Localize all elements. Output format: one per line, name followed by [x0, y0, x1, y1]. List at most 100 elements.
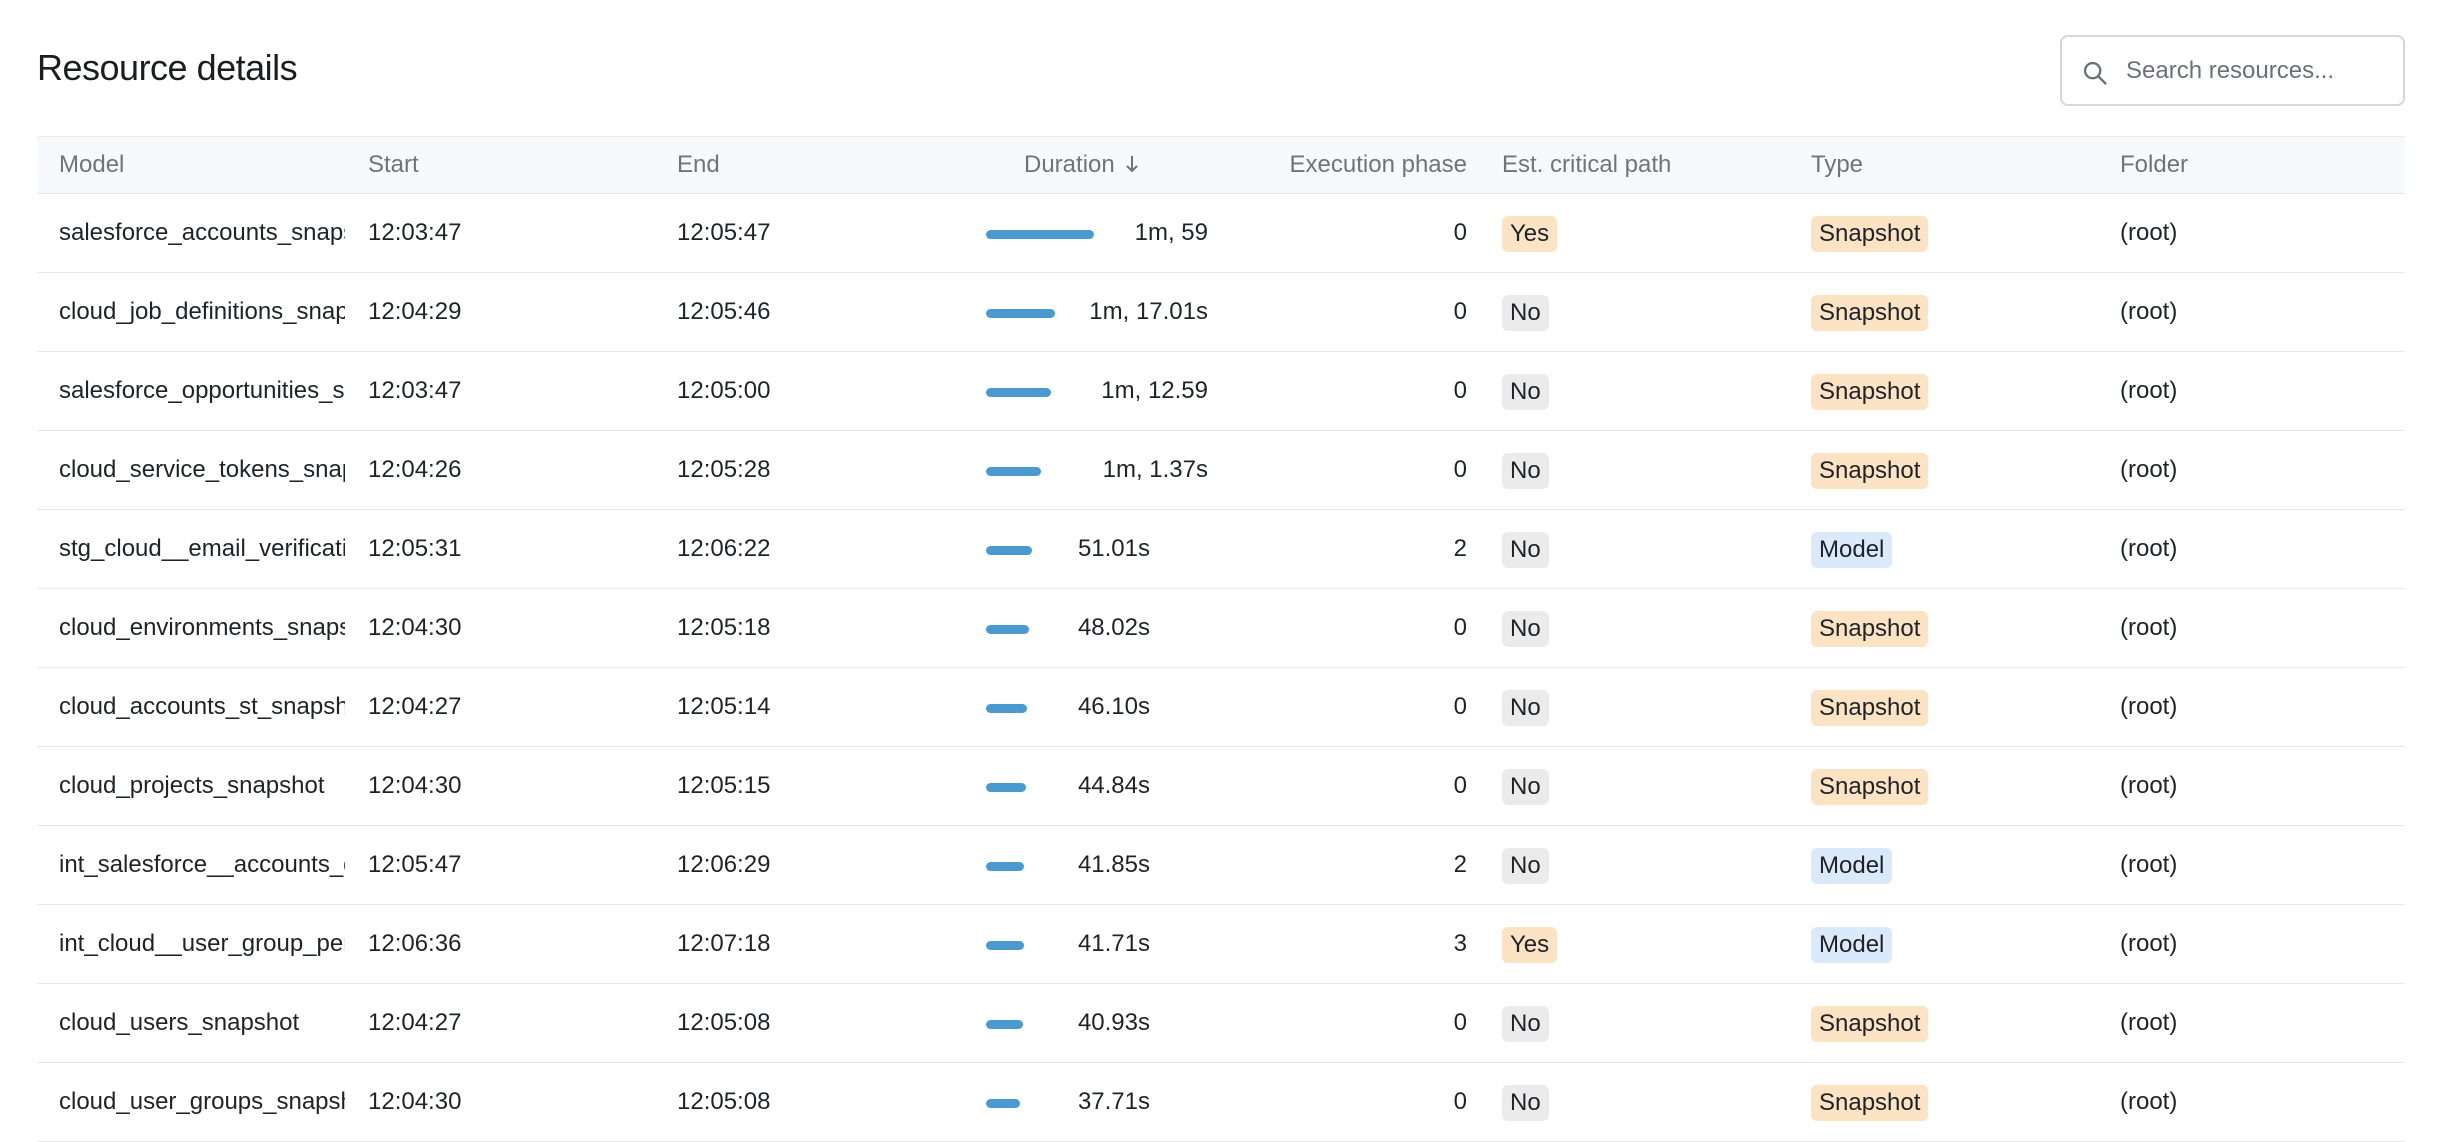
- critical-path-badge: No: [1502, 1084, 1549, 1121]
- model-name-link[interactable]: cloud_environments_snapshot: [59, 614, 345, 641]
- critical-path-cell: No: [1502, 431, 1549, 509]
- table-row[interactable]: cloud_service_tokens_snapshot 12:04:26 12:…: [37, 431, 2405, 510]
- model-name-link[interactable]: cloud_job_definitions_snapshot: [59, 298, 345, 325]
- column-header-start[interactable]: Start: [368, 151, 419, 178]
- type-cell: Snapshot: [1811, 747, 1929, 825]
- folder: (root): [2120, 1088, 2178, 1115]
- type-cell: Model: [1811, 826, 1893, 904]
- critical-path-cell: No: [1502, 352, 1549, 430]
- critical-path-badge: No: [1502, 373, 1549, 410]
- duration-value: 48.02s: [1077, 614, 1150, 641]
- table-row[interactable]: int_cloud__user_group_permissions 12:06:3…: [37, 905, 2405, 984]
- model-name-link[interactable]: cloud_service_tokens_snapshot: [59, 456, 345, 483]
- execution-phase: 0: [1453, 219, 1467, 246]
- execution-phase: 0: [1453, 377, 1467, 404]
- end-time: 12:05:15: [677, 772, 771, 799]
- model-name-link[interactable]: cloud_accounts_st_snapshot: [59, 693, 345, 720]
- type-badge: Snapshot: [1811, 768, 1929, 805]
- duration-cell: 41.71s: [986, 905, 1208, 983]
- start-time: 12:03:47: [368, 377, 462, 404]
- table-row[interactable]: int_salesforce__accounts_daily 12:05:47 12…: [37, 826, 2405, 905]
- arrow-down-icon: [1126, 156, 1138, 173]
- critical-path-cell: No: [1502, 1063, 1549, 1141]
- type-cell: Snapshot: [1811, 984, 1929, 1062]
- critical-path-badge: No: [1502, 1005, 1549, 1042]
- table-row[interactable]: cloud_users_snapshot 12:04:27 12:05:08 40.9…: [37, 984, 2405, 1063]
- model-name-link[interactable]: stg_cloud__email_verifications: [59, 535, 345, 562]
- page-title: Resource details: [37, 47, 298, 88]
- column-header-end[interactable]: End: [677, 151, 720, 178]
- column-header-duration[interactable]: Duration: [1024, 137, 1139, 193]
- end-time: 12:05:46: [677, 298, 771, 325]
- duration-cell: 1m, 17.01s: [986, 273, 1208, 351]
- execution-phase: 3: [1453, 930, 1467, 957]
- model-name-link[interactable]: int_cloud__user_group_permissions: [59, 930, 345, 957]
- duration-value: 1m, 1.37s: [1102, 456, 1208, 483]
- model-name-link[interactable]: salesforce_opportunities_snapshot: [59, 377, 345, 404]
- table-row[interactable]: cloud_job_definitions_snapshot 12:04:29 12…: [37, 273, 2405, 352]
- duration-cell: 40.93s: [986, 984, 1208, 1062]
- duration-cell: 44.84s: [986, 747, 1208, 825]
- execution-phase: 0: [1453, 456, 1467, 483]
- search-box[interactable]: [2060, 35, 2405, 106]
- end-time: 12:06:29: [677, 851, 771, 878]
- model-name-link[interactable]: salesforce_accounts_snapshot: [59, 219, 345, 246]
- start-time: 12:05:47: [368, 851, 462, 878]
- model-name-link[interactable]: int_salesforce__accounts_daily: [59, 851, 345, 878]
- critical-path-cell: Yes: [1502, 905, 1558, 983]
- type-badge: Snapshot: [1811, 610, 1929, 647]
- execution-phase: 0: [1453, 1088, 1467, 1115]
- column-header-execution-phase[interactable]: Execution phase: [1289, 151, 1467, 178]
- duration-value: 37.71s: [1077, 1088, 1150, 1115]
- model-name-link[interactable]: cloud_projects_snapshot: [59, 772, 325, 799]
- column-header-model[interactable]: Model: [59, 151, 125, 178]
- folder: (root): [2120, 377, 2178, 404]
- critical-path-cell: No: [1502, 747, 1549, 825]
- table-row[interactable]: salesforce_opportunities_snapshot 12:03:4…: [37, 352, 2405, 431]
- table-row[interactable]: cloud_projects_snapshot 12:04:30 12:05:15 4…: [37, 747, 2405, 826]
- duration-value: 44.84s: [1077, 772, 1150, 799]
- duration-value: 41.71s: [1077, 930, 1150, 957]
- table-row[interactable]: cloud_environments_snapshot 12:04:30 12:05…: [37, 589, 2405, 668]
- duration-cell: 41.85s: [986, 826, 1208, 904]
- table-row[interactable]: stg_cloud__email_verifications 12:05:31 12…: [37, 510, 2405, 589]
- end-time: 12:05:08: [677, 1009, 771, 1036]
- type-badge: Snapshot: [1811, 294, 1929, 331]
- search-input[interactable]: [2126, 37, 2393, 104]
- start-time: 12:04:30: [368, 1088, 462, 1115]
- execution-phase: 0: [1453, 1009, 1467, 1036]
- critical-path-cell: No: [1502, 826, 1549, 904]
- model-name-link[interactable]: cloud_user_groups_snapshot: [59, 1088, 345, 1115]
- critical-path-badge: No: [1502, 294, 1549, 331]
- start-time: 12:04:26: [368, 456, 462, 483]
- table-row[interactable]: cloud_user_groups_snapshot 12:04:30 12:05:…: [37, 1063, 2405, 1142]
- end-time: 12:05:28: [677, 456, 771, 483]
- duration-cell: 1m, 1.37s: [986, 431, 1208, 509]
- duration-bar: [986, 625, 1029, 634]
- start-time: 12:04:30: [368, 772, 462, 799]
- duration-bar: [986, 546, 1032, 555]
- end-time: 12:05:18: [677, 614, 771, 641]
- start-time: 12:04:27: [368, 1009, 462, 1036]
- type-badge: Model: [1811, 926, 1893, 963]
- duration-cell: 51.01s: [986, 510, 1208, 588]
- critical-path-badge: Yes: [1502, 215, 1558, 252]
- table-header: Model Start End Duration Execution phase…: [37, 136, 2405, 194]
- type-badge: Snapshot: [1811, 1084, 1929, 1121]
- table-row[interactable]: cloud_accounts_st_snapshot 12:04:27 12:05:…: [37, 668, 2405, 747]
- duration-bar: [986, 230, 1094, 239]
- start-time: 12:05:31: [368, 535, 462, 562]
- duration-bar: [986, 862, 1024, 871]
- critical-path-cell: No: [1502, 589, 1549, 667]
- critical-path-cell: Yes: [1502, 194, 1558, 272]
- duration-cell: 37.71s: [986, 1063, 1208, 1141]
- column-header-critical-path[interactable]: Est. critical path: [1502, 151, 1672, 178]
- type-cell: Snapshot: [1811, 1063, 1929, 1141]
- column-header-type[interactable]: Type: [1811, 151, 1864, 178]
- duration-bar: [986, 467, 1041, 476]
- table-row[interactable]: salesforce_accounts_snapshot 12:03:47 12:0…: [37, 194, 2405, 273]
- duration-bar: [986, 388, 1051, 397]
- type-cell: Snapshot: [1811, 352, 1929, 430]
- column-header-folder[interactable]: Folder: [2120, 151, 2189, 178]
- model-name-link[interactable]: cloud_users_snapshot: [59, 1009, 300, 1036]
